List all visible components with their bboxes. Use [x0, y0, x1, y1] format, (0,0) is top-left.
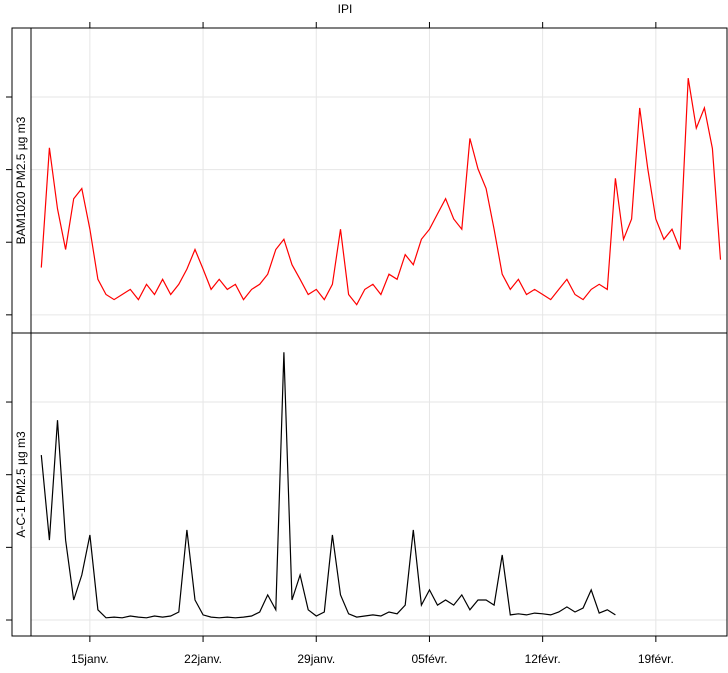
panel-frame: [11, 27, 728, 334]
data-line: [40, 78, 722, 306]
x-tick-label: 29janv.: [297, 652, 335, 666]
data-line: [40, 352, 616, 619]
y-axis-label: BAM1020 PM2.5 µg m3: [14, 116, 28, 244]
x-tick-label: 05févr.: [411, 652, 447, 666]
x-tick-label: 12févr.: [525, 652, 561, 666]
x-tick-label: 22janv.: [184, 652, 222, 666]
y-axis-label: A-C-1 PM2.5 µg m3: [14, 431, 28, 538]
x-tick-label: 19févr.: [638, 652, 674, 666]
chart-title: IPI: [338, 2, 353, 16]
x-tick-label: 15janv.: [71, 652, 109, 666]
panel-frame: [11, 332, 728, 637]
